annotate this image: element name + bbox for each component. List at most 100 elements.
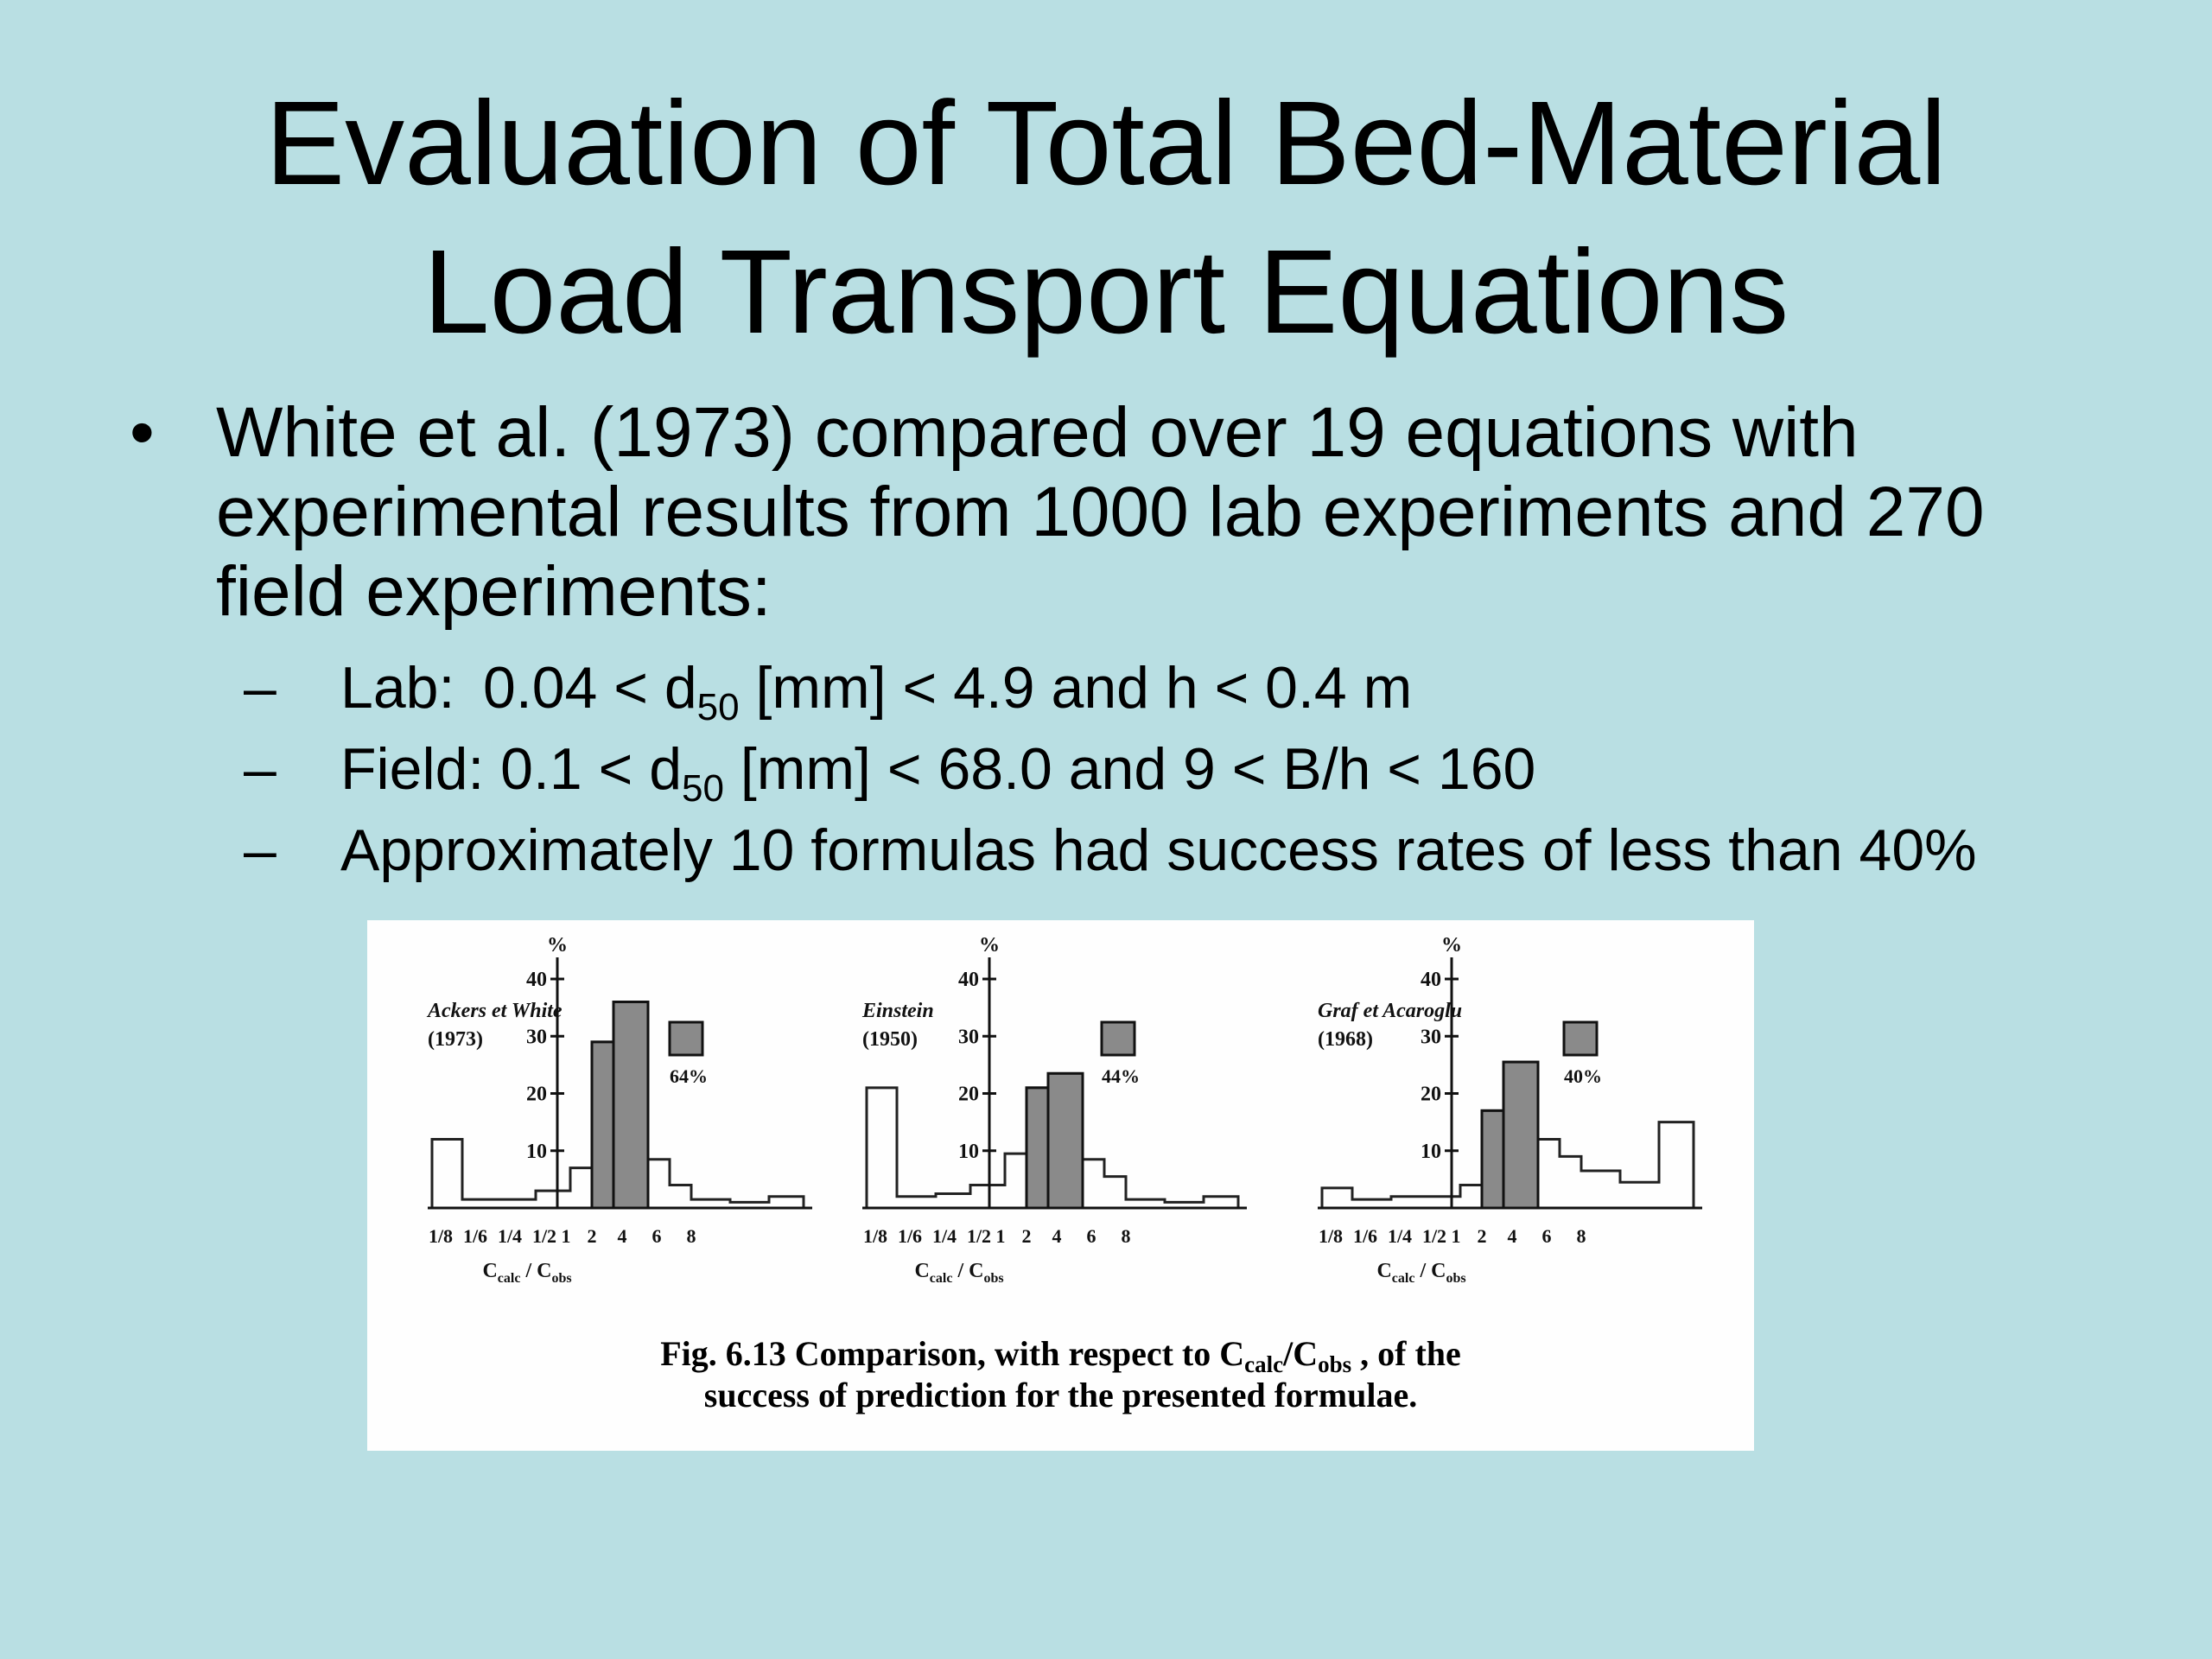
x-axis-label-subscript: calc <box>498 1271 521 1286</box>
bullet-text: White et al. (1973) compared over 19 equ… <box>216 393 1985 631</box>
x-axis-label: Ccalc / Cobs <box>482 1260 571 1286</box>
panel-year-label: (1973) <box>428 1028 483 1051</box>
field-range-post: [mm] < 68.0 and 9 < B/h < 160 <box>723 736 1536 802</box>
y-tick-label: 20 <box>1421 1084 1441 1106</box>
sub-bullet-marker: – <box>244 817 276 883</box>
x-tick-label: 1/2 <box>967 1225 991 1247</box>
success-rate-label: 40% <box>1564 1065 1602 1087</box>
sub-bullet-marker: – <box>244 736 276 802</box>
x-axis-label-part: / C <box>952 1260 983 1282</box>
panel-year-label: (1968) <box>1318 1028 1373 1051</box>
panel-author-label: Ackers et White <box>426 1000 563 1022</box>
histogram-bar-success <box>590 1040 615 1210</box>
success-rate-label: 44% <box>1102 1065 1140 1087</box>
y-tick-label: 30 <box>958 1026 979 1048</box>
x-axis-label-subscript: calc <box>1392 1271 1415 1286</box>
y-axis-unit: % <box>979 934 1000 957</box>
field-subscript: 50 <box>682 767 724 810</box>
figure-caption: Fig. 6.13 Comparison, with respect to Cc… <box>367 1333 1754 1416</box>
comparison-figure: Ackers et White (1973)% 10 20 30 40 1/8 1/6 1/4 1… <box>367 920 1754 1451</box>
sub-bullet-list: – Lab: 0.04 < d50 [mm] < 4.9 and h < 0.4 … <box>244 647 2117 891</box>
x-axis-label-part: / C <box>1414 1260 1446 1282</box>
histogram-panel-1: Ackers et White (1973)% 10 20 30 40 1/8 1/6 1/4 1… <box>426 934 812 1286</box>
x-tick-label: 8 <box>1122 1225 1131 1247</box>
histogram-bar-success <box>1502 1060 1540 1210</box>
y-tick-label: 40 <box>1421 969 1441 991</box>
x-tick-label: 1/8 <box>1319 1225 1343 1247</box>
caption-pre: Fig. 6.13 Comparison, with respect to C <box>660 1334 1245 1373</box>
panel-year-label: (1950) <box>862 1028 918 1051</box>
success-legend-box <box>1100 1020 1136 1057</box>
histogram-bar-success <box>612 1001 650 1210</box>
x-axis-label-subscript: calc <box>930 1271 953 1286</box>
x-axis-label-subscript: obs <box>1446 1271 1465 1286</box>
histogram-panel-2: Einstein (1950)% 10 20 30 40 1/8 1/6 1/4 1/2 1 2 4 6 8… <box>861 934 1247 1286</box>
success-legend-box <box>1562 1020 1599 1057</box>
x-tick-label: 1/2 <box>1422 1225 1446 1247</box>
y-axis-unit: % <box>1441 934 1462 957</box>
sub-bullet-lab: – Lab: 0.04 < d50 [mm] < 4.9 and h < 0.4 … <box>244 647 2117 728</box>
x-tick-label: 4 <box>1052 1225 1062 1247</box>
slide-title: Evaluation of Total Bed-Material Load Tr… <box>0 69 2212 366</box>
success-legend-box <box>668 1020 704 1057</box>
y-tick-label: 10 <box>958 1141 979 1163</box>
histogram-bar-success <box>1046 1071 1084 1210</box>
x-tick-label: 1/2 <box>532 1225 556 1247</box>
x-tick-label: 1/6 <box>1353 1225 1377 1247</box>
panel-author-label: Einstein <box>861 1000 934 1022</box>
y-tick-label: 10 <box>1421 1141 1441 1163</box>
caption-line-1: Fig. 6.13 Comparison, with respect to Cc… <box>367 1333 1754 1377</box>
sub-bullet-field: – Field: 0.1 < d50 [mm] < 68.0 and 9 < B… <box>244 728 2117 810</box>
histogram-panels: Ackers et White (1973)% 10 20 30 40 1/8 1/6 1/4 1… <box>426 934 1702 1286</box>
y-tick-label: 10 <box>526 1141 547 1163</box>
sub-bullet-success: – Approximately 10 formulas had success … <box>244 810 2117 891</box>
success-text: Approximately 10 formulas had success ra… <box>340 817 1977 883</box>
x-tick-label: 1/8 <box>863 1225 887 1247</box>
x-axis-label-part: C <box>914 1260 929 1282</box>
bullet-marker: • <box>130 393 155 472</box>
x-tick-label: 2 <box>1478 1225 1487 1247</box>
x-axis-label: Ccalc / Cobs <box>914 1260 1003 1286</box>
x-tick-label: 4 <box>618 1225 627 1247</box>
caption-sub-calc: calc <box>1244 1351 1284 1377</box>
histogram-panel-3: Graf et Acaroglu (1968)% 10 20 30 40 1/8 1/6 1/4… <box>1318 934 1702 1286</box>
x-tick-label: 1/4 <box>498 1225 522 1247</box>
lab-subscript: 50 <box>696 686 740 728</box>
bullet-item: • White et al. (1973) compared over 19 e… <box>130 393 2117 632</box>
histogram-bar-success <box>1480 1109 1505 1210</box>
y-tick-label: 30 <box>526 1026 547 1048</box>
sub-bullet-marker: – <box>244 655 276 721</box>
caption-post: , of the <box>1351 1334 1461 1373</box>
x-axis-label-subscript: obs <box>983 1271 1003 1286</box>
x-tick-label: 8 <box>687 1225 696 1247</box>
lab-range-post: [mm] < 4.9 and h < 0.4 m <box>739 655 1413 721</box>
lab-label: Lab: <box>340 655 455 721</box>
x-tick-label: 4 <box>1508 1225 1517 1247</box>
x-tick-label: 6 <box>652 1225 662 1247</box>
x-tick-label: 1 <box>1452 1225 1461 1247</box>
x-axis-label: Ccalc / Cobs <box>1376 1260 1465 1286</box>
x-tick-label: 1 <box>996 1225 1006 1247</box>
x-tick-label: 1/6 <box>898 1225 922 1247</box>
x-tick-label: 1/6 <box>463 1225 487 1247</box>
x-tick-label: 2 <box>588 1225 597 1247</box>
x-tick-label: 6 <box>1542 1225 1552 1247</box>
histogram-bar-success <box>1025 1086 1050 1210</box>
success-rate-label: 64% <box>670 1065 708 1087</box>
x-tick-label: 8 <box>1577 1225 1586 1247</box>
x-axis-label-part: C <box>482 1260 497 1282</box>
lab-range-pre: 0.04 < d <box>483 655 697 721</box>
y-axis-unit: % <box>547 934 568 957</box>
panel-author-label: Graf et Acaroglu <box>1318 1000 1462 1022</box>
x-tick-label: 2 <box>1022 1225 1032 1247</box>
title-line-1: Evaluation of Total Bed-Material <box>265 77 1947 210</box>
y-tick-label: 40 <box>526 969 547 991</box>
field-range-pre: Field: 0.1 < d <box>340 736 683 802</box>
x-tick-label: 1 <box>562 1225 571 1247</box>
y-tick-label: 20 <box>958 1084 979 1106</box>
caption-line-2: success of prediction for the presented … <box>703 1376 1418 1414</box>
y-tick-label: 20 <box>526 1084 547 1106</box>
y-tick-label: 40 <box>958 969 979 991</box>
bullet-list: • White et al. (1973) compared over 19 e… <box>130 393 2117 891</box>
caption-sub-obs: obs <box>1318 1351 1352 1377</box>
